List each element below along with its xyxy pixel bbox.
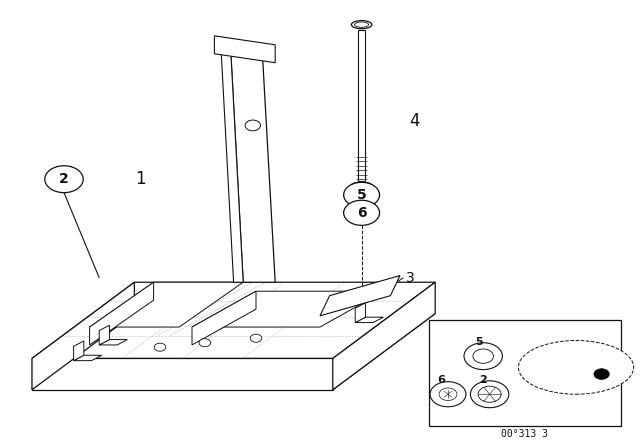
Circle shape xyxy=(478,386,501,402)
Ellipse shape xyxy=(353,209,371,217)
Polygon shape xyxy=(320,276,400,316)
Text: 6: 6 xyxy=(437,375,445,385)
Circle shape xyxy=(430,382,466,407)
Polygon shape xyxy=(99,340,127,345)
Circle shape xyxy=(439,388,457,401)
Circle shape xyxy=(250,334,262,342)
Polygon shape xyxy=(32,282,435,358)
Circle shape xyxy=(199,339,211,347)
Ellipse shape xyxy=(351,21,372,29)
Circle shape xyxy=(594,369,609,379)
Circle shape xyxy=(45,166,83,193)
Text: 4: 4 xyxy=(410,112,420,130)
Polygon shape xyxy=(90,282,154,345)
Ellipse shape xyxy=(355,22,369,27)
Circle shape xyxy=(154,343,166,351)
Circle shape xyxy=(344,200,380,225)
Circle shape xyxy=(464,343,502,370)
Text: 2: 2 xyxy=(479,375,487,385)
Ellipse shape xyxy=(344,205,380,221)
Polygon shape xyxy=(32,358,333,390)
Polygon shape xyxy=(32,282,134,390)
Polygon shape xyxy=(214,36,275,63)
Polygon shape xyxy=(74,341,84,361)
Polygon shape xyxy=(358,30,365,181)
Circle shape xyxy=(473,349,493,363)
Text: 5: 5 xyxy=(475,337,483,347)
Circle shape xyxy=(470,381,509,408)
Text: 2: 2 xyxy=(59,172,69,186)
Polygon shape xyxy=(192,291,256,345)
Polygon shape xyxy=(355,317,383,323)
Ellipse shape xyxy=(350,182,373,192)
Ellipse shape xyxy=(353,191,371,199)
Ellipse shape xyxy=(344,187,380,203)
Text: 00°313 3: 00°313 3 xyxy=(501,429,548,439)
Circle shape xyxy=(245,120,260,131)
Ellipse shape xyxy=(518,340,634,394)
Text: 3: 3 xyxy=(406,271,415,285)
Circle shape xyxy=(344,182,380,207)
Text: 5: 5 xyxy=(356,188,367,202)
Polygon shape xyxy=(32,314,435,390)
Text: 6: 6 xyxy=(356,206,367,220)
Polygon shape xyxy=(230,45,275,282)
Polygon shape xyxy=(355,303,365,323)
Bar xyxy=(429,320,621,426)
Polygon shape xyxy=(333,282,435,390)
Polygon shape xyxy=(192,291,384,327)
Polygon shape xyxy=(74,355,102,361)
Polygon shape xyxy=(221,45,243,282)
Polygon shape xyxy=(99,325,109,345)
Text: 1: 1 xyxy=(136,170,146,188)
Polygon shape xyxy=(90,282,243,327)
